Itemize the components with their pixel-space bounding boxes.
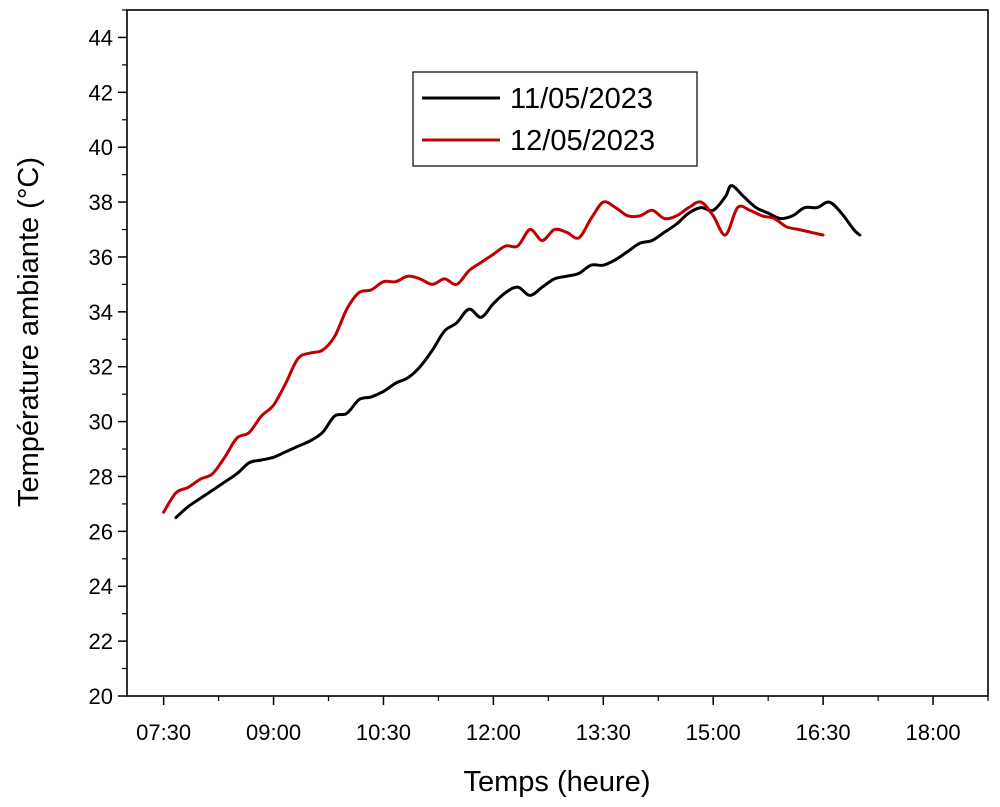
y-tick-label: 32 — [89, 355, 113, 380]
x-tick-label: 13:30 — [576, 720, 631, 745]
y-tick-label: 34 — [89, 300, 113, 325]
legend-box — [412, 71, 698, 167]
plot-frame — [126, 9, 989, 697]
x-tick-label: 12:00 — [466, 720, 521, 745]
y-axis: 20 22 24 26 28 30 32 34 36 38 40 42 44 — [89, 9, 127, 709]
x-tick-label: 15:00 — [686, 720, 741, 745]
y-tick-label: 24 — [89, 574, 113, 599]
y-tick-label: 44 — [89, 25, 113, 50]
legend-label-11-05-2023: 11/05/2023 — [510, 83, 653, 115]
y-tick-label: 30 — [89, 410, 113, 435]
series-line-11-05-2023 — [174, 184, 862, 520]
x-axis-title: Temps (heure) — [464, 766, 651, 798]
y-tick-label: 20 — [89, 684, 113, 709]
x-tick-label: 16:30 — [796, 720, 851, 745]
y-tick-label: 22 — [89, 629, 113, 654]
y-tick-label: 38 — [89, 190, 113, 215]
x-tick-label: 09:00 — [246, 720, 301, 745]
y-axis-title: Température ambiante (°C) — [13, 157, 45, 507]
x-tick-label: 10:30 — [356, 720, 411, 745]
legend: 11/05/2023 12/05/2023 — [412, 71, 698, 167]
x-tick-label: 07:30 — [136, 720, 191, 745]
y-tick-label: 40 — [89, 135, 113, 160]
legend-label-12-05-2023: 12/05/2023 — [510, 125, 655, 157]
series-layer — [162, 184, 862, 520]
series-line-12-05-2023 — [162, 200, 825, 514]
y-tick-label: 36 — [89, 245, 113, 270]
y-tick-label: 26 — [89, 519, 113, 544]
x-tick-label: 18:00 — [906, 720, 961, 745]
x-axis: 07:30 09:00 10:30 12:00 13:30 15:00 16:30 18:00 — [136, 696, 989, 745]
y-tick-label: 28 — [89, 464, 113, 489]
y-tick-label: 42 — [89, 80, 113, 105]
